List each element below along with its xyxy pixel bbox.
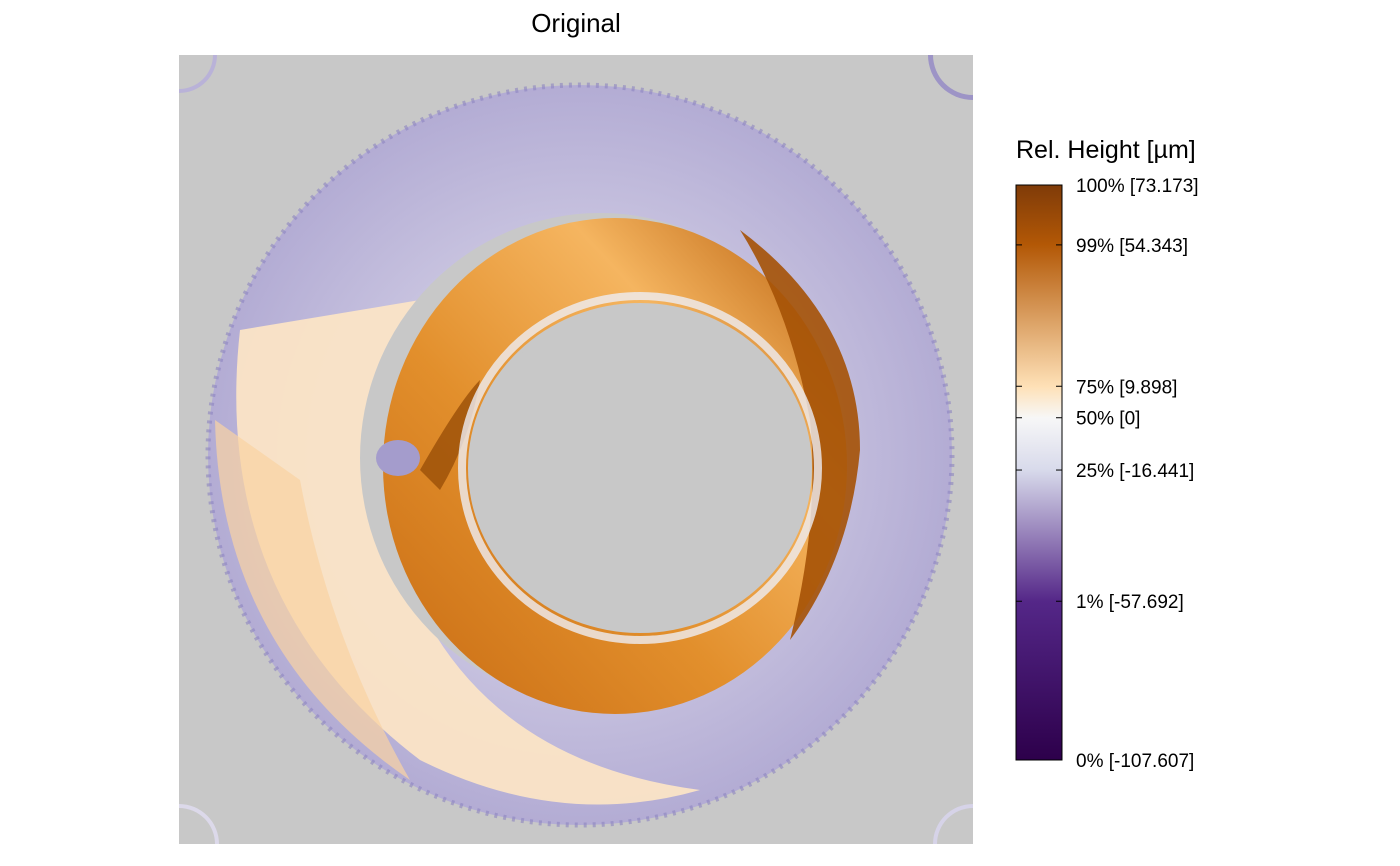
colorbar-tick-label: 100% [73.173] — [1076, 176, 1199, 197]
colorbar-ticks: 0% [-107.607] 1% [-57.692] 25% [-16.441] 50… — [1016, 176, 1199, 772]
legend-title: Rel. Height [µm] — [1016, 136, 1196, 164]
colorbar-tick-label: 99% [54.343] — [1076, 236, 1188, 257]
chart-title: Original — [531, 8, 621, 38]
colorbar-tick-label: 1% [-57.692] — [1076, 592, 1184, 613]
colorbar-tick-label: 50% [0] — [1076, 409, 1140, 430]
colorbar-rect — [1015, 184, 1063, 761]
colorbar-tick-label: 25% [-16.441] — [1076, 461, 1194, 482]
colorbar-tick-label: 75% [9.898] — [1076, 377, 1177, 398]
colorbar-tick-label: 0% [-107.607] — [1076, 751, 1194, 772]
